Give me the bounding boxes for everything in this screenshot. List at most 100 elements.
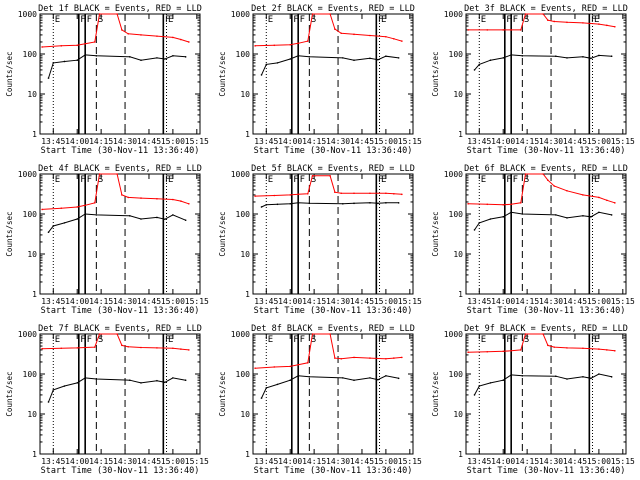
- data-point: [93, 202, 96, 204]
- data-point: [377, 378, 379, 381]
- x-tick-label: 15:15: [185, 137, 209, 146]
- data-point: [502, 379, 505, 381]
- data-point: [519, 29, 522, 31]
- y-tick-label: 1000: [18, 330, 37, 339]
- y-tick-label: 100: [23, 370, 38, 379]
- y-tick-label: 10: [240, 90, 250, 99]
- data-point: [340, 192, 343, 195]
- x-tick-label: 14:15: [302, 137, 326, 146]
- data-point: [582, 194, 584, 196]
- events-series-line: [261, 202, 399, 208]
- plot-frame: [39, 333, 201, 455]
- event-marker-label: F: [87, 15, 92, 25]
- data-point: [369, 357, 371, 359]
- x-tick-label: 14:00: [491, 457, 515, 466]
- data-point: [590, 216, 592, 218]
- data-point: [41, 347, 43, 350]
- data-point: [273, 366, 276, 368]
- events-series-line: [474, 54, 612, 71]
- event-marker-label: S: [98, 15, 103, 25]
- data-point: [510, 54, 512, 56]
- plot-frame: [39, 173, 201, 295]
- event-marker-label: F: [378, 175, 383, 185]
- x-tick-label: 14:00: [65, 457, 89, 466]
- y-tick-label: 10: [27, 90, 37, 99]
- data-point: [610, 214, 613, 216]
- data-point: [84, 42, 86, 45]
- data-point: [489, 218, 492, 220]
- data-point: [542, 173, 544, 175]
- x-tick-label: 14:30: [113, 137, 137, 146]
- x-tick-label: 14:45: [350, 297, 374, 306]
- data-point: [385, 192, 387, 195]
- data-point: [598, 373, 600, 375]
- panel-title: Det 2f BLACK = Events, RED = LLD: [251, 4, 415, 14]
- x-tick-label: 14:15: [89, 457, 113, 466]
- panel-title: Det 6f BLACK = Events, RED = LLD: [464, 164, 628, 174]
- events-series-line: [48, 213, 186, 233]
- y-tick-label: 1000: [231, 10, 250, 19]
- data-point: [95, 55, 98, 57]
- data-point: [521, 55, 524, 57]
- data-point: [353, 192, 355, 195]
- data-point: [180, 38, 182, 41]
- data-point: [510, 374, 512, 376]
- data-point: [610, 55, 613, 58]
- data-point: [308, 376, 311, 378]
- data-point: [353, 59, 355, 61]
- lld-series-line: [468, 13, 615, 31]
- data-point: [98, 13, 101, 15]
- data-point: [353, 356, 355, 359]
- data-point: [502, 203, 505, 206]
- data-point: [553, 185, 556, 187]
- panel-7: Det 7f BLACK = Events, RED = LLD 1 10 100 10…: [5, 324, 209, 476]
- data-point: [510, 350, 512, 352]
- y-tick-label: 100: [236, 370, 251, 379]
- event-marker-label: F: [513, 15, 518, 25]
- data-point: [289, 58, 292, 60]
- data-point: [297, 55, 299, 57]
- event-marker-label: S: [524, 15, 529, 25]
- x-tick-label: 14:00: [278, 137, 302, 146]
- event-marker-label: S: [311, 335, 316, 345]
- data-point: [566, 378, 568, 380]
- data-point: [598, 196, 600, 199]
- data-point: [340, 32, 343, 35]
- data-point: [311, 175, 314, 177]
- event-marker-label: F: [293, 15, 298, 25]
- lld-series-line: [42, 333, 189, 351]
- x-tick-label: 15:15: [398, 137, 422, 146]
- data-point: [129, 379, 131, 381]
- data-point: [519, 349, 522, 351]
- x-tick-label: 14:00: [491, 137, 515, 146]
- data-point: [369, 34, 371, 37]
- data-point: [329, 175, 331, 177]
- plot-frame: [465, 13, 627, 135]
- data-point: [116, 13, 118, 15]
- data-point: [60, 207, 63, 209]
- data-point: [311, 13, 314, 15]
- event-marker-label: E: [55, 15, 60, 25]
- data-point: [385, 35, 387, 38]
- x-tick-label: 14:15: [89, 137, 113, 146]
- y-axis-label: Counts/sec: [5, 211, 14, 256]
- data-point: [184, 219, 187, 221]
- panel-9: Det 9f BLACK = Events, RED = LLD 1 10 100 10…: [431, 324, 635, 476]
- y-tick-label: 10: [453, 250, 463, 259]
- x-tick-label: 13:45: [254, 297, 278, 306]
- data-point: [486, 29, 489, 31]
- data-point: [95, 378, 98, 380]
- y-axis-label: Counts/sec: [431, 371, 440, 416]
- data-point: [489, 59, 492, 61]
- x-axis-label: Start Time (30-Nov-11 13:36:40): [41, 146, 200, 156]
- data-point: [172, 55, 174, 57]
- data-point: [84, 346, 86, 349]
- data-point: [289, 202, 292, 205]
- data-point: [156, 379, 158, 382]
- data-point: [188, 202, 190, 205]
- data-point: [260, 206, 263, 208]
- data-point: [334, 28, 336, 30]
- data-point: [297, 193, 299, 196]
- y-axis-label: Counts/sec: [5, 51, 14, 96]
